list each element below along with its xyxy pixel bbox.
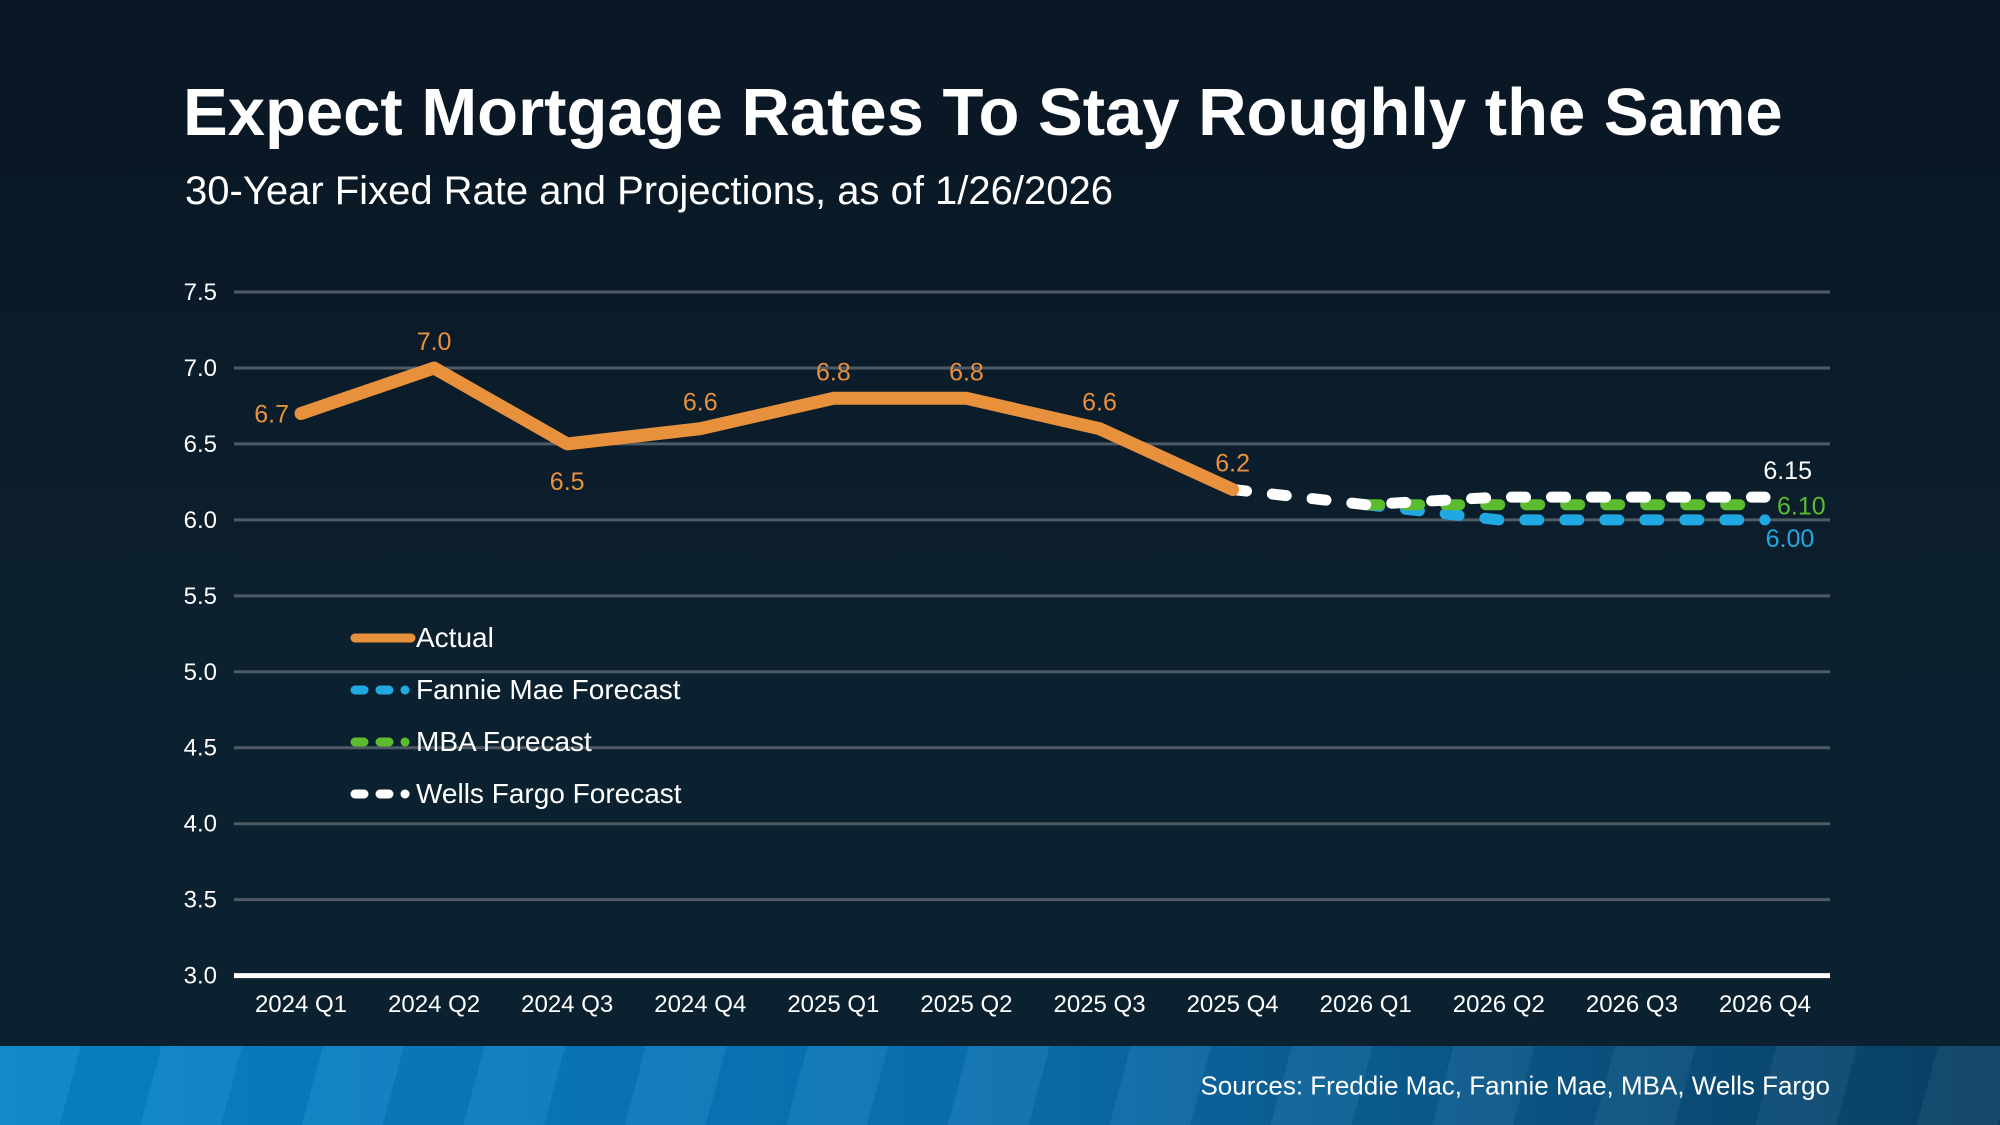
series-line-actual xyxy=(294,361,1240,496)
end-label-fannie-mae-forecast: 6.00 xyxy=(1766,525,1815,553)
x-tick-label-2024-q2: 2024 Q2 xyxy=(388,991,480,1018)
x-tick-label-2026-q1: 2026 Q1 xyxy=(1320,991,1412,1018)
data-label-actual-2024-q3: 6.5 xyxy=(550,468,585,496)
series-line-wells-fargo-forecast xyxy=(1227,484,1771,511)
y-tick-label-6.5: 6.5 xyxy=(184,431,217,458)
x-tick-label-2025-q1: 2025 Q1 xyxy=(787,991,879,1018)
x-tick-label-2024-q4: 2024 Q4 xyxy=(654,991,746,1018)
series-line-fannie-mae-forecast xyxy=(1360,499,1771,526)
footer-bar: Sources: Freddie Mac, Fannie Mae, MBA, W… xyxy=(0,1046,2000,1125)
end-label-mba-forecast: 6.10 xyxy=(1777,493,1826,521)
x-tick-label-2026-q2: 2026 Q2 xyxy=(1453,991,1545,1018)
x-tick-label-2025-q4: 2025 Q4 xyxy=(1187,991,1279,1018)
data-label-actual-2025-q2: 6.8 xyxy=(949,358,984,386)
legend-label: MBA Forecast xyxy=(416,726,592,757)
x-tick-label-2024-q1: 2024 Q1 xyxy=(255,991,347,1018)
chart-subtitle: 30-Year Fixed Rate and Projections, as o… xyxy=(185,169,1114,213)
legend-label: Actual xyxy=(416,622,494,653)
y-tick-label-5.5: 5.5 xyxy=(184,583,217,610)
data-label-actual-2025-q4: 6.2 xyxy=(1215,449,1250,477)
data-label-actual-2025-q3: 6.6 xyxy=(1082,389,1117,417)
x-tick-label-2024-q3: 2024 Q3 xyxy=(521,991,613,1018)
legend-swatch-mba-forecast xyxy=(350,737,416,747)
sources-text: Sources: Freddie Mac, Fannie Mae, MBA, W… xyxy=(1200,1070,1830,1100)
legend-item-mba-forecast: MBA Forecast xyxy=(350,716,682,768)
data-label-actual-2024-q2: 7.0 xyxy=(417,328,452,356)
legend-item-actual: Actual xyxy=(350,612,682,664)
x-tick-label-2025-q2: 2025 Q2 xyxy=(920,991,1012,1018)
x-tick-label-2026-q4: 2026 Q4 xyxy=(1719,991,1811,1018)
legend-swatch-wells-fargo-forecast xyxy=(350,789,416,799)
data-label-actual-2025-q1: 6.8 xyxy=(816,358,851,386)
data-label-actual-2024-q1: 6.7 xyxy=(254,401,289,429)
y-tick-label-7.5: 7.5 xyxy=(184,279,217,306)
y-tick-label-3.0: 3.0 xyxy=(184,963,217,990)
x-tick-label-2026-q3: 2026 Q3 xyxy=(1586,991,1678,1018)
data-label-actual-2024-q4: 6.6 xyxy=(683,389,718,417)
legend-label: Wells Fargo Forecast xyxy=(416,778,682,809)
legend-swatch-fannie-mae-forecast xyxy=(350,685,416,695)
y-tick-label-4.0: 4.0 xyxy=(184,811,217,838)
y-tick-label-7.0: 7.0 xyxy=(184,355,217,382)
legend-swatch-actual xyxy=(350,633,416,643)
end-label-wells-fargo-forecast: 6.15 xyxy=(1763,457,1812,485)
y-tick-label-5.0: 5.0 xyxy=(184,659,217,686)
chart-title: Expect Mortgage Rates To Stay Roughly th… xyxy=(183,75,1783,150)
y-tick-label-3.5: 3.5 xyxy=(184,887,217,914)
chart-legend: Actual Fannie Mae Forecast MBA Forecast Wel… xyxy=(350,612,682,820)
x-tick-label-2025-q3: 2025 Q3 xyxy=(1054,991,1146,1018)
y-tick-label-6.0: 6.0 xyxy=(184,507,217,534)
legend-label: Fannie Mae Forecast xyxy=(416,674,681,705)
legend-item-wells-fargo-forecast: Wells Fargo Forecast xyxy=(350,768,682,820)
legend-item-fannie-mae-forecast: Fannie Mae Forecast xyxy=(350,664,682,716)
y-tick-label-4.5: 4.5 xyxy=(184,735,217,762)
